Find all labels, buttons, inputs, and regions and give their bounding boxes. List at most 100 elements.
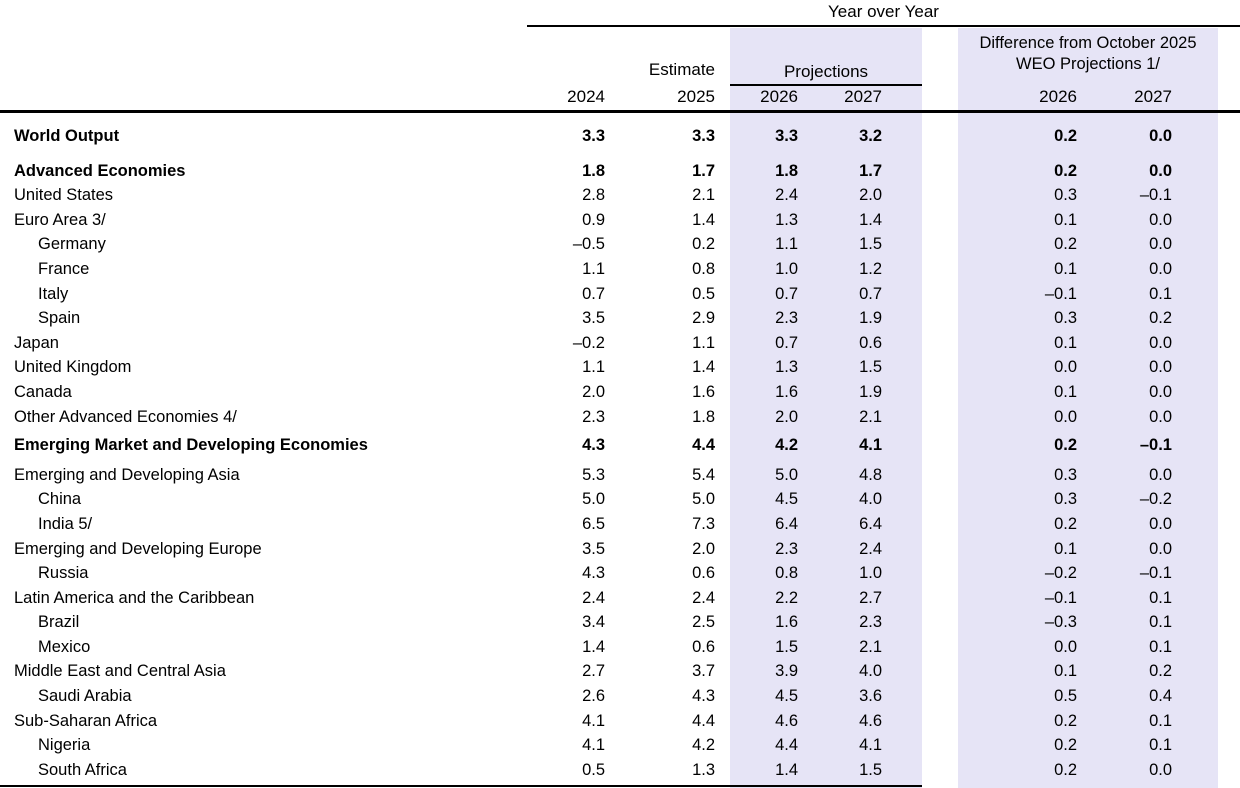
value-cell: –0.1 xyxy=(1044,588,1077,607)
value-cell: 2.0 xyxy=(582,382,605,401)
value-cell: –0.5 xyxy=(572,235,605,254)
table-row: Mexico 1.4 0.6 1.5 2.1 0.0 0.1 xyxy=(0,635,1240,660)
table-row: France 1.1 0.8 1.0 1.2 0.1 0.0 xyxy=(0,257,1240,282)
value-cell: 1.6 xyxy=(692,382,715,401)
value-cell: 0.1 xyxy=(1054,333,1077,352)
value-cell: –0.2 xyxy=(572,333,605,352)
value-cell: 1.8 xyxy=(692,407,715,426)
value-cell: 4.1 xyxy=(859,736,882,755)
value-cell: –0.1 xyxy=(1139,564,1172,583)
value-cell: 3.5 xyxy=(582,309,605,328)
value-cell: 4.3 xyxy=(582,436,605,455)
value-cell: 0.3 xyxy=(1054,309,1077,328)
row-label: Emerging and Developing Europe xyxy=(14,539,262,558)
table-row: Saudi Arabia 2.6 4.3 4.5 3.6 0.5 0.4 xyxy=(0,684,1240,709)
value-cell: 2.0 xyxy=(775,407,798,426)
difference-header-line1: Difference from October 2025 xyxy=(979,34,1197,52)
row-label: Emerging and Developing Asia xyxy=(14,465,240,484)
value-cell: 0.5 xyxy=(692,284,715,303)
year-column-label: 2027 xyxy=(844,87,882,106)
value-cell: 0.1 xyxy=(1054,259,1077,278)
value-cell: 1.1 xyxy=(582,358,605,377)
value-cell: 5.0 xyxy=(775,465,798,484)
value-cell: 0.1 xyxy=(1149,736,1172,755)
value-cell: 2.7 xyxy=(582,662,605,681)
value-cell: 2.4 xyxy=(775,186,798,205)
year-column-label: 2024 xyxy=(567,87,605,106)
value-cell: 2.8 xyxy=(582,186,605,205)
value-cell: 4.1 xyxy=(582,711,605,730)
row-label: Canada xyxy=(14,382,72,401)
year-over-year-header: Year over Year xyxy=(828,2,939,21)
value-cell: 0.0 xyxy=(1054,637,1077,656)
value-cell: 1.5 xyxy=(859,760,882,779)
table-row: Brazil 3.4 2.5 1.6 2.3 –0.3 0.1 xyxy=(0,610,1240,635)
value-cell: 2.4 xyxy=(692,588,715,607)
value-cell: 1.5 xyxy=(859,358,882,377)
table-row: Euro Area 3/0.9 1.4 1.3 1.4 0.1 0.0 xyxy=(0,208,1240,233)
table-row: South Africa 0.5 1.3 1.4 1.5 0.2 0.0 xyxy=(0,758,1240,783)
value-cell: 0.6 xyxy=(859,333,882,352)
value-cell: 2.6 xyxy=(582,687,605,706)
year-column-label: 2027 xyxy=(1134,87,1172,106)
row-label: Latin America and the Caribbean xyxy=(14,588,255,607)
table-row: Spain 3.5 2.9 2.3 1.9 0.3 0.2 xyxy=(0,306,1240,331)
value-cell: 1.1 xyxy=(775,235,798,254)
value-cell: 0.0 xyxy=(1054,358,1077,377)
value-cell: 2.3 xyxy=(775,539,798,558)
value-cell: 0.3 xyxy=(1054,186,1077,205)
value-cell: 0.1 xyxy=(1149,613,1172,632)
table-row: Emerging and Developing Europe 3.5 2.0 2.3 2… xyxy=(0,537,1240,562)
value-cell: 4.5 xyxy=(775,687,798,706)
value-cell: 1.9 xyxy=(859,309,882,328)
value-cell: 0.7 xyxy=(775,333,798,352)
table-row: Russia 4.3 0.6 0.8 1.0 –0.2 –0.1 xyxy=(0,561,1240,586)
value-cell: 4.0 xyxy=(859,490,882,509)
table-row: United Kingdom 1.1 1.4 1.3 1.5 0.0 0.0 xyxy=(0,355,1240,380)
value-cell: 2.5 xyxy=(692,613,715,632)
table-row: Emerging and Developing Asia 5.3 5.4 5.0 4.8… xyxy=(0,463,1240,488)
value-cell: 0.0 xyxy=(1149,407,1172,426)
value-cell: 4.0 xyxy=(859,662,882,681)
value-cell: 5.0 xyxy=(582,490,605,509)
value-cell: 4.4 xyxy=(775,736,798,755)
value-cell: 3.6 xyxy=(859,687,882,706)
value-cell: 2.4 xyxy=(859,539,882,558)
table-row: Emerging Market and Developing Economies… xyxy=(0,433,1240,458)
value-cell: 0.0 xyxy=(1149,382,1172,401)
value-cell: 1.7 xyxy=(692,161,715,180)
row-label: Saudi Arabia xyxy=(38,687,132,706)
row-label: China xyxy=(38,490,82,509)
value-cell: 1.3 xyxy=(775,210,798,229)
year-over-year-underline xyxy=(527,25,1240,27)
value-cell: 7.3 xyxy=(692,514,715,533)
value-cell: 0.0 xyxy=(1149,514,1172,533)
value-cell: 1.8 xyxy=(775,161,798,180)
value-cell: 0.8 xyxy=(775,564,798,583)
value-cell: 4.4 xyxy=(692,436,715,455)
value-cell: 2.2 xyxy=(775,588,798,607)
value-cell: 2.4 xyxy=(582,588,605,607)
value-cell: 4.1 xyxy=(859,436,882,455)
value-cell: 0.7 xyxy=(859,284,882,303)
value-cell: 0.1 xyxy=(1054,662,1077,681)
value-cell: 5.4 xyxy=(692,465,715,484)
value-cell: 1.2 xyxy=(859,259,882,278)
value-cell: 0.1 xyxy=(1149,711,1172,730)
value-cell: 0.8 xyxy=(692,259,715,278)
value-cell: 1.0 xyxy=(775,259,798,278)
row-label: United States xyxy=(14,186,114,205)
value-cell: 0.2 xyxy=(1054,235,1077,254)
year-column-label: 2026 xyxy=(760,87,798,106)
value-cell: 1.3 xyxy=(692,760,715,779)
row-label: Advanced Economies xyxy=(14,161,186,180)
value-cell: 4.3 xyxy=(692,687,715,706)
value-cell: 0.1 xyxy=(1149,284,1172,303)
value-cell: 1.8 xyxy=(582,161,605,180)
difference-highlight-band xyxy=(958,28,1218,788)
value-cell: 4.2 xyxy=(775,436,798,455)
value-cell: 1.6 xyxy=(775,613,798,632)
table-row: Advanced Economies 1.8 1.7 1.8 1.7 0.2 0.0 xyxy=(0,159,1240,184)
value-cell: 3.2 xyxy=(859,127,882,145)
